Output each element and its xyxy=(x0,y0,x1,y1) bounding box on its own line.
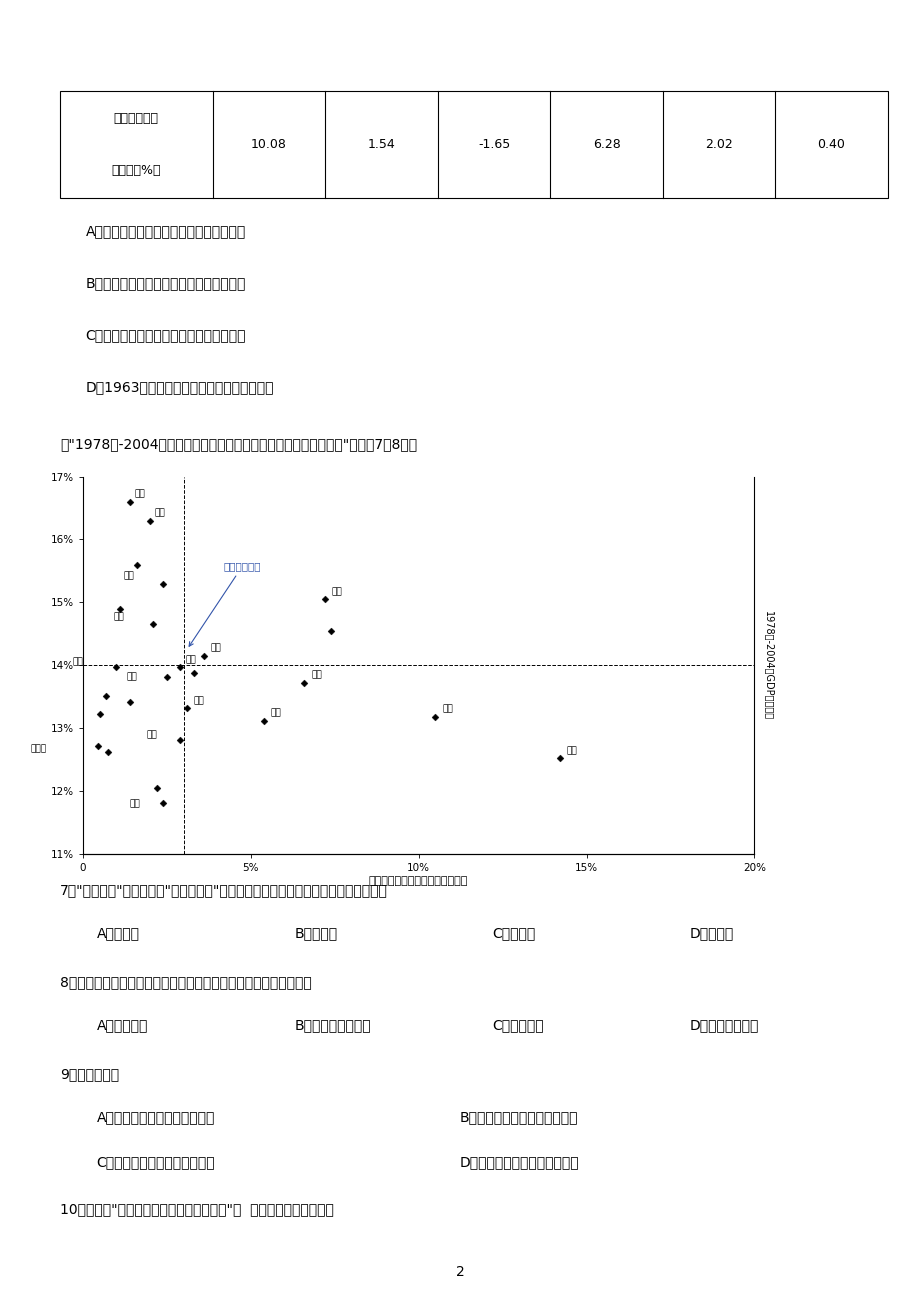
Text: B．蜀、辽: B．蜀、辽 xyxy=(294,926,337,940)
Text: 7．"资源诅咒"也被称之为"富饶的贫困"。我国非能源矿产资源诅咒现象最严重省份是: 7．"资源诅咒"也被称之为"富饶的贫困"。我国非能源矿产资源诅咒现象最严重省份是 xyxy=(60,883,387,897)
Text: D．1963年起粮食总产增长主要依靠单产提高: D．1963年起粮食总产增长主要依靠单产提高 xyxy=(85,380,274,395)
Text: 辽宁: 辽宁 xyxy=(566,746,576,755)
Text: C．皖、黑: C．皖、黑 xyxy=(492,926,535,940)
Text: 福建: 福建 xyxy=(135,490,145,499)
Text: 云南: 云南 xyxy=(210,643,221,652)
Text: C．科技先进: C．科技先进 xyxy=(492,1018,543,1032)
Text: 10.08: 10.08 xyxy=(251,138,287,151)
Text: 安徽: 安徽 xyxy=(185,655,196,664)
Text: 江苏: 江苏 xyxy=(123,572,133,581)
Text: 10．下图为"我国农村薪柴自给程度分布图"，  我国农村薪柴自给程度: 10．下图为"我国农村薪柴自给程度分布图"， 我国农村薪柴自给程度 xyxy=(60,1202,334,1216)
Text: 山西: 山西 xyxy=(270,708,281,717)
Text: 8．闽、粤两省矿产资源不足，但经济发展速度较快，其主要原因是: 8．闽、粤两省矿产资源不足，但经济发展速度较快，其主要原因是 xyxy=(60,975,312,990)
Text: 全国平均水平: 全国平均水平 xyxy=(189,561,261,646)
Text: 湖南: 湖南 xyxy=(193,697,204,704)
FancyBboxPatch shape xyxy=(60,91,887,198)
Text: A．豫、滇: A．豫、滇 xyxy=(96,926,140,940)
Text: 2: 2 xyxy=(455,1264,464,1279)
Text: 2.02: 2.02 xyxy=(705,138,732,151)
Text: 0.40: 0.40 xyxy=(817,138,845,151)
Text: 甘肃: 甘肃 xyxy=(130,799,141,809)
Text: C．受副高和盛行西风交替控制: C．受副高和盛行西风交替控制 xyxy=(96,1155,215,1169)
Text: 贵州: 贵州 xyxy=(146,730,157,740)
Text: A．耕地面积变化率与粮食产量增长率同步: A．耕地面积变化率与粮食产量增长率同步 xyxy=(85,224,245,238)
Text: 北京: 北京 xyxy=(73,658,84,667)
Text: D．地理位置优越: D．地理位置优越 xyxy=(689,1018,758,1032)
Text: A．终年受副热带高气压带控制: A．终年受副热带高气压带控制 xyxy=(96,1111,215,1125)
Text: 河南: 河南 xyxy=(113,612,124,621)
Text: C．耕地面积一直减少，粮食产量一直增加: C．耕地面积一直减少，粮食产量一直增加 xyxy=(85,328,245,342)
Text: -1.65: -1.65 xyxy=(478,138,510,151)
Text: B．耕地面积减少的年份，粮食产量都减少: B．耕地面积减少的年份，粮食产量都减少 xyxy=(85,276,245,290)
Text: 粮食总产年均: 粮食总产年均 xyxy=(114,112,159,125)
Text: 广东: 广东 xyxy=(154,509,165,517)
Text: 四川: 四川 xyxy=(442,704,452,713)
Y-axis label: 1978年-2004年GDP平均增速: 1978年-2004年GDP平均增速 xyxy=(763,611,773,720)
Text: 河北: 河北 xyxy=(331,587,342,596)
Text: 9．撒哈拉沙漠: 9．撒哈拉沙漠 xyxy=(60,1068,119,1082)
X-axis label: 非能源矿产资源量占全国总量比重: 非能源矿产资源量占全国总量比重 xyxy=(369,876,468,885)
Text: 读"1978年-2004年我国省域非能源矿产资源状况与经济发展对比图"，完成7、8题。: 读"1978年-2004年我国省域非能源矿产资源状况与经济发展对比图"，完成7、… xyxy=(60,437,416,452)
Text: B．劳动力资源丰富: B．劳动力资源丰富 xyxy=(294,1018,370,1032)
Text: B．受副高和东北信风交替控制: B．受副高和东北信风交替控制 xyxy=(460,1111,578,1125)
Text: 变化率（%）: 变化率（%） xyxy=(111,164,161,177)
Text: D．京、赣: D．京、赣 xyxy=(689,926,733,940)
Text: A．市场广阔: A．市场广阔 xyxy=(96,1018,148,1032)
Text: 湖北: 湖北 xyxy=(311,671,322,680)
Text: D．终年受副极地低气压带控制: D．终年受副极地低气压带控制 xyxy=(460,1155,579,1169)
Text: 6.28: 6.28 xyxy=(592,138,619,151)
Text: 江西: 江西 xyxy=(126,673,137,682)
Text: 1.54: 1.54 xyxy=(368,138,395,151)
Text: 黑龙江: 黑龙江 xyxy=(30,745,47,754)
